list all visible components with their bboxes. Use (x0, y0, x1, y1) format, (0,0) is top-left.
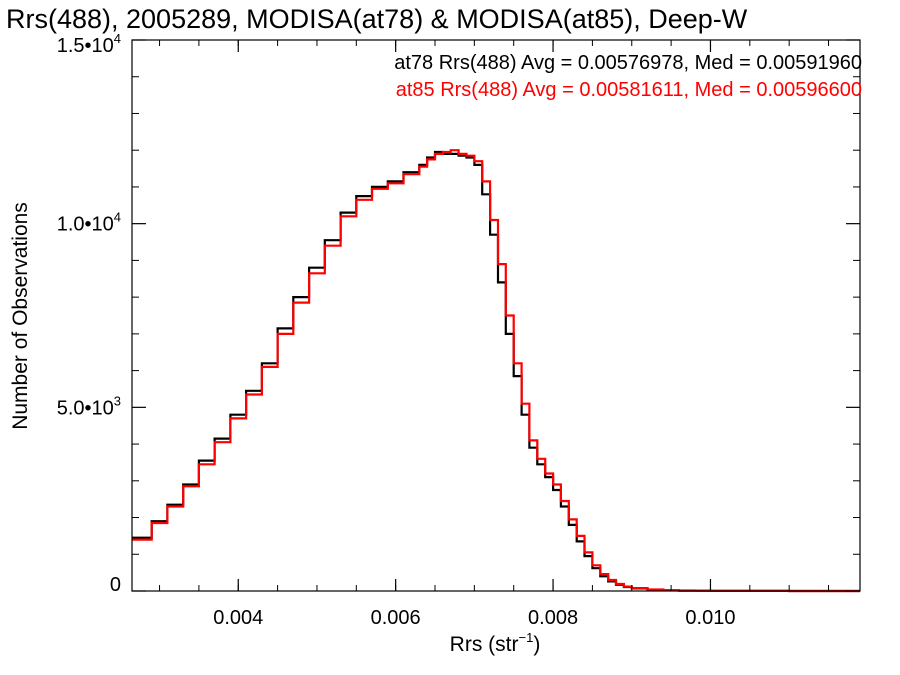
x-axis-label: Rrs (str−1) (450, 630, 541, 656)
axis-ticks: 0.004 0.006 0.008 0.010 0 5.0•103 1.0•104 1.5•1… (57, 31, 860, 629)
x-axis-label-sup: −1 (519, 630, 534, 645)
chart-title: Rrs(488), 2005289, MODISA(at78) & MODISA… (6, 4, 748, 34)
series-line-at85 (132, 149, 860, 593)
plot-area (132, 149, 860, 593)
y-tick-label-2: 1.0•104 (57, 210, 121, 236)
x-tick-label-3: 0.010 (685, 607, 735, 629)
y-axis-label-group: Number of Observations (9, 202, 32, 430)
x-axis-label-main: Rrs (str (450, 633, 519, 656)
y-tick-label-0: 0 (110, 574, 121, 596)
x-tick-label-2: 0.008 (528, 607, 578, 629)
legend-annotation-at78: at78 Rrs(488) Avg = 0.00576978, Med = 0.… (394, 52, 862, 74)
y-axis-label: Number of Observations (9, 202, 32, 430)
x-tick-label-1: 0.006 (371, 607, 421, 629)
legend-annotation-at85: at85 Rrs(488) Avg = 0.00581611, Med = 0.… (396, 79, 862, 101)
plot-frame (131, 39, 861, 592)
series-line-at78 (132, 150, 860, 593)
x-axis-label-close: ) (533, 633, 540, 656)
y-tick-label-1: 5.0•103 (57, 393, 121, 419)
y-tick-label-3: 1.5•104 (57, 31, 121, 57)
x-tick-label-0: 0.004 (213, 607, 263, 629)
